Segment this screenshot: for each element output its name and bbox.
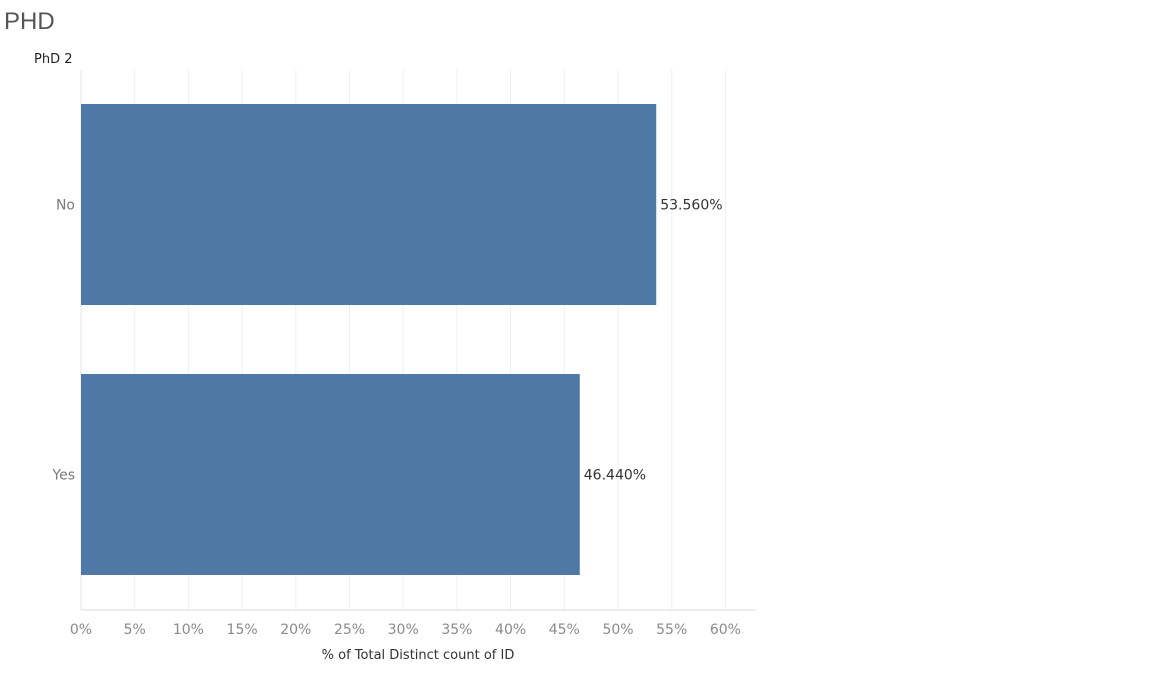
category-label: Yes [51, 468, 75, 484]
x-tick-label: 40% [495, 622, 526, 638]
x-tick-label: 45% [549, 622, 580, 638]
category-label: No [56, 198, 75, 214]
x-tick-label: 60% [710, 622, 741, 638]
bar-no[interactable] [81, 104, 657, 305]
x-tick-label: 20% [280, 622, 311, 638]
x-tick-label: 25% [334, 622, 365, 638]
x-tick-label: 15% [227, 622, 258, 638]
bar-yes[interactable] [81, 374, 580, 575]
row-dimension-header: PhD 2 [34, 52, 73, 67]
data-label: 46.440% [584, 468, 646, 484]
x-tick-label: 0% [70, 622, 92, 638]
x-tick-label: 5% [124, 622, 146, 638]
x-tick-label: 55% [656, 622, 687, 638]
x-axis: 0% 5% 10% 15% 20% 25% 30% 35% 40% 45% 50% 55% 60% [70, 609, 756, 638]
x-tick-label: 30% [388, 622, 419, 638]
x-axis-title: % of Total Distinct count of ID [321, 648, 515, 663]
x-tick-label: 10% [173, 622, 204, 638]
x-tick-label: 35% [441, 622, 472, 638]
chart-title: PHD [4, 8, 55, 35]
data-labels: 53.560% 46.440% [584, 198, 723, 484]
x-tick-label: 50% [602, 622, 633, 638]
bars [81, 104, 657, 575]
data-label: 53.560% [660, 198, 722, 214]
category-labels: No Yes [51, 198, 75, 484]
